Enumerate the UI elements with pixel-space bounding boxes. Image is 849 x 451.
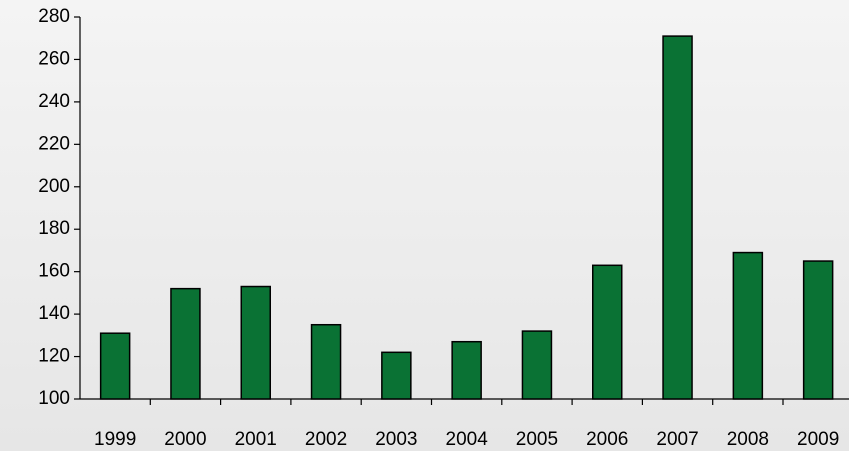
x-tick-label: 2000 bbox=[164, 429, 206, 450]
y-tick-label: 140 bbox=[38, 303, 70, 324]
x-tick-label: 2007 bbox=[656, 429, 698, 450]
x-tick-label: 2003 bbox=[375, 429, 417, 450]
y-tick-label: 200 bbox=[38, 176, 70, 197]
y-tick-label: 280 bbox=[38, 6, 70, 27]
bar bbox=[521, 330, 553, 400]
bar bbox=[99, 332, 131, 400]
x-tick-label: 2008 bbox=[727, 429, 769, 450]
x-tick-label: 2005 bbox=[516, 429, 558, 450]
y-tick-label: 260 bbox=[38, 48, 70, 69]
bar bbox=[802, 260, 834, 400]
y-tick-label: 100 bbox=[38, 388, 70, 409]
x-tick-label: 1999 bbox=[94, 429, 136, 450]
y-tick-label: 120 bbox=[38, 346, 70, 367]
y-tick-label: 160 bbox=[38, 261, 70, 282]
y-tick-label: 220 bbox=[38, 133, 70, 154]
bar bbox=[592, 264, 623, 400]
bar bbox=[170, 287, 201, 400]
y-tick-label: 180 bbox=[38, 218, 70, 239]
bar bbox=[381, 351, 412, 400]
x-tick-label: 2006 bbox=[586, 429, 628, 450]
y-tick-label: 240 bbox=[38, 91, 70, 112]
x-tick-label: 2002 bbox=[305, 429, 347, 450]
x-tick-label: 2009 bbox=[797, 429, 839, 450]
bar bbox=[451, 340, 482, 400]
x-tick-label: 2001 bbox=[235, 429, 277, 450]
bar bbox=[310, 323, 342, 400]
bar bbox=[732, 251, 764, 400]
bar bbox=[240, 285, 271, 400]
bar bbox=[662, 35, 693, 400]
x-tick-label: 2004 bbox=[446, 429, 489, 450]
